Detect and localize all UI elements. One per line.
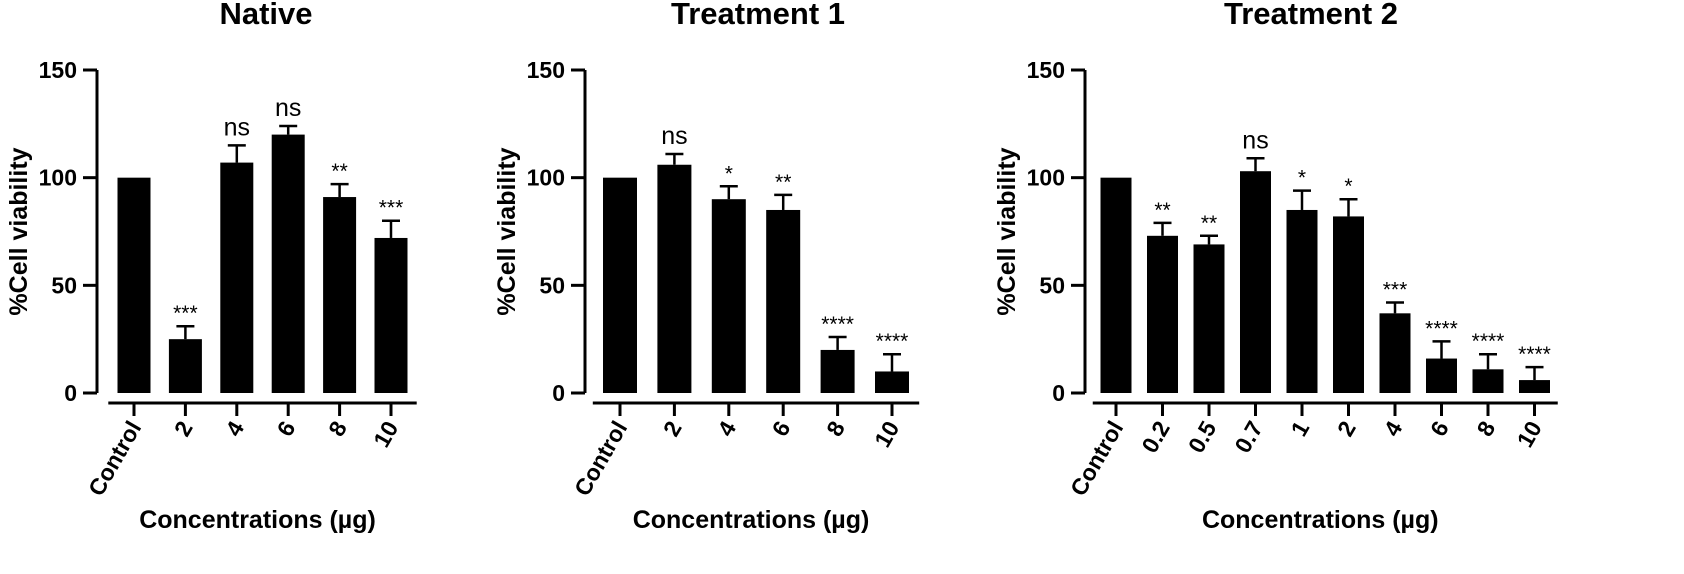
significance-label: ****	[1425, 317, 1458, 340]
x-tick-label: 6	[272, 417, 301, 441]
y-tick-label: 0	[64, 380, 77, 406]
x-axis-label: Concentrations (µg)	[633, 506, 870, 534]
significance-label: ns	[275, 94, 301, 122]
x-tick-label: 4	[712, 416, 741, 440]
significance-label: *	[1344, 175, 1352, 198]
bar	[220, 162, 254, 393]
x-tick-label: Control	[569, 417, 632, 501]
significance-label: ns	[661, 122, 687, 150]
significance-label: ****	[1472, 330, 1505, 353]
bar	[1100, 177, 1132, 393]
y-tick-label: 100	[39, 165, 77, 191]
x-tick-label: 10	[869, 417, 904, 452]
bar	[1286, 209, 1318, 393]
x-tick-label: Control	[83, 417, 146, 501]
x-axis-label: Concentrations (µg)	[139, 506, 376, 534]
x-axis-label: Concentrations (µg)	[1202, 506, 1439, 534]
significance-label: ***	[379, 197, 404, 220]
x-tick-label: 6	[1425, 417, 1454, 441]
x-tick-label: 4	[1378, 416, 1407, 440]
significance-label: ***	[1383, 279, 1408, 302]
significance-label: *	[1298, 167, 1306, 190]
y-tick-label: 50	[539, 272, 565, 298]
chart-panel-2: Treatment 1 0 50 100 150 %Cell viability Contr…	[493, 0, 920, 534]
significance-label: **	[775, 171, 791, 194]
y-axis-label: %Cell viability	[493, 147, 521, 315]
chart-title: Treatment 1	[671, 0, 845, 31]
x-tick-label: 6	[767, 417, 796, 441]
x-tick-label: 8	[323, 416, 352, 440]
bar	[1472, 369, 1504, 393]
bar	[117, 177, 151, 393]
bar	[168, 339, 202, 393]
significance-label: ****	[821, 313, 854, 336]
bar	[271, 134, 305, 393]
y-tick-label: 0	[552, 380, 565, 406]
significance-label: **	[331, 160, 347, 183]
bar	[374, 237, 408, 393]
x-tick-label: 4	[220, 416, 249, 440]
y-tick-label: 100	[1027, 165, 1065, 191]
x-tick-label: 10	[1512, 417, 1547, 452]
bar	[820, 349, 855, 393]
significance-label: ****	[1518, 343, 1551, 366]
bar	[1426, 358, 1457, 393]
x-tick-label: 10	[368, 417, 403, 452]
bar	[603, 177, 637, 393]
chart-panel-3: Treatment 2 0 50 100 150 %Cell viability Contr…	[993, 0, 1558, 534]
chart-title: Treatment 2	[1224, 0, 1398, 31]
bar	[1379, 313, 1411, 393]
bar	[1193, 244, 1225, 393]
bar	[323, 197, 357, 393]
y-axis-label: %Cell viability	[5, 147, 33, 315]
significance-label: ns	[224, 113, 250, 141]
y-tick-label: 50	[1039, 272, 1065, 298]
bar	[711, 199, 746, 393]
x-tick-label: 8	[1471, 416, 1500, 440]
chart-title: Native	[219, 0, 312, 31]
y-axis-label: %Cell viability	[993, 147, 1021, 315]
y-tick-label: 50	[51, 272, 77, 298]
x-tick-label: 8	[821, 416, 850, 440]
significance-label: ****	[876, 330, 909, 353]
significance-label: **	[1154, 199, 1170, 222]
significance-label: ***	[173, 302, 198, 325]
y-tick-label: 100	[527, 165, 565, 191]
bar	[1240, 171, 1271, 393]
x-tick-label: 0.2	[1136, 417, 1175, 458]
x-tick-label: 2	[169, 417, 198, 441]
bar	[1519, 380, 1550, 393]
y-tick-label: 150	[527, 57, 565, 83]
x-tick-label: Control	[1065, 417, 1128, 501]
bar	[657, 164, 692, 393]
x-tick-label: 0.7	[1229, 417, 1268, 458]
y-tick-label: 150	[1027, 57, 1065, 83]
x-tick-label: 2	[658, 417, 687, 441]
bar	[766, 209, 801, 393]
y-tick-label: 0	[1052, 380, 1065, 406]
x-tick-label: 0.5	[1183, 416, 1222, 457]
x-tick-label: 1	[1285, 416, 1314, 440]
bar	[1147, 235, 1178, 393]
y-tick-label: 150	[39, 57, 77, 83]
significance-label: **	[1201, 212, 1217, 235]
bar	[1333, 216, 1364, 393]
x-tick-label: 2	[1332, 417, 1361, 441]
bar	[875, 371, 909, 393]
significance-label: ns	[1242, 126, 1268, 154]
significance-label: *	[725, 162, 733, 185]
